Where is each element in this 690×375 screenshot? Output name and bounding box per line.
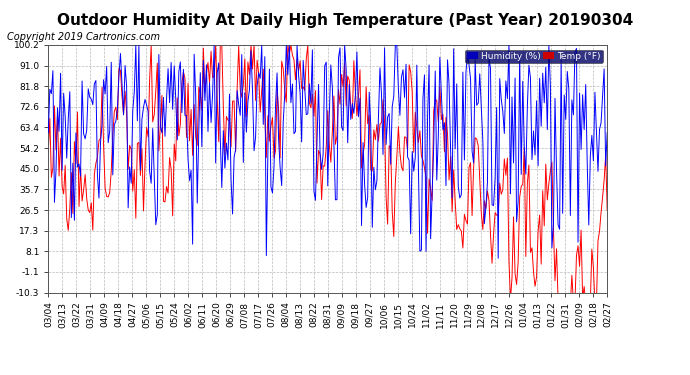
Legend: Humidity (%), Temp (°F): Humidity (%), Temp (°F)	[465, 50, 602, 63]
Text: Copyright 2019 Cartronics.com: Copyright 2019 Cartronics.com	[7, 32, 160, 42]
Text: Outdoor Humidity At Daily High Temperature (Past Year) 20190304: Outdoor Humidity At Daily High Temperatu…	[57, 13, 633, 28]
